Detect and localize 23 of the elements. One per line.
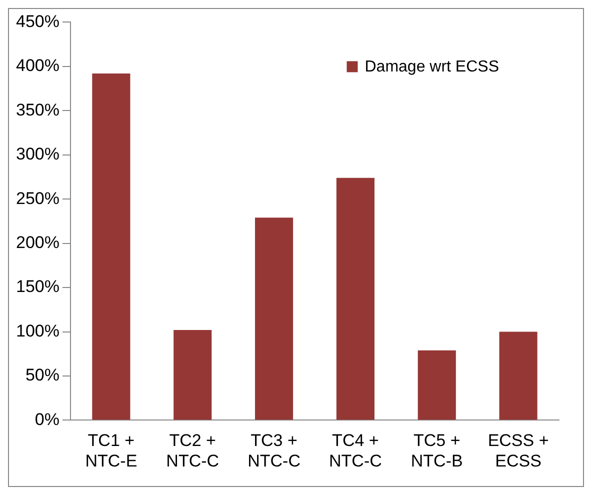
- x-tick-label: TC1 + NTC-E: [85, 431, 138, 470]
- x-tick-label: ECSS + ECSS: [488, 431, 549, 470]
- bar: [255, 218, 294, 420]
- x-tick-label: TC5 + NTC-B: [410, 431, 463, 470]
- x-tick-label: TC3 + NTC-C: [248, 431, 300, 470]
- legend-label: Damage wrt ECSS: [364, 58, 499, 76]
- y-tick-label: 0%: [34, 410, 60, 429]
- x-tick-label: TC4 + NTC-C: [329, 431, 382, 470]
- bar: [499, 332, 538, 420]
- y-tick-label: 250%: [16, 188, 60, 208]
- y-tick-label: 50%: [25, 366, 60, 385]
- y-tick-label: 300%: [16, 144, 60, 164]
- bar: [336, 178, 374, 420]
- y-tick-label: 100%: [16, 321, 60, 340]
- y-tick-label: 450%: [16, 12, 60, 31]
- y-tick-label: 200%: [16, 233, 60, 252]
- x-tick-label: TC2 + NTC-C: [166, 431, 220, 470]
- bar: [174, 330, 212, 420]
- y-tick-label: 350%: [16, 100, 60, 120]
- y-tick-label: 400%: [16, 56, 60, 76]
- bar: [92, 74, 130, 420]
- y-tick-label: 150%: [16, 277, 60, 296]
- bar: [418, 350, 456, 420]
